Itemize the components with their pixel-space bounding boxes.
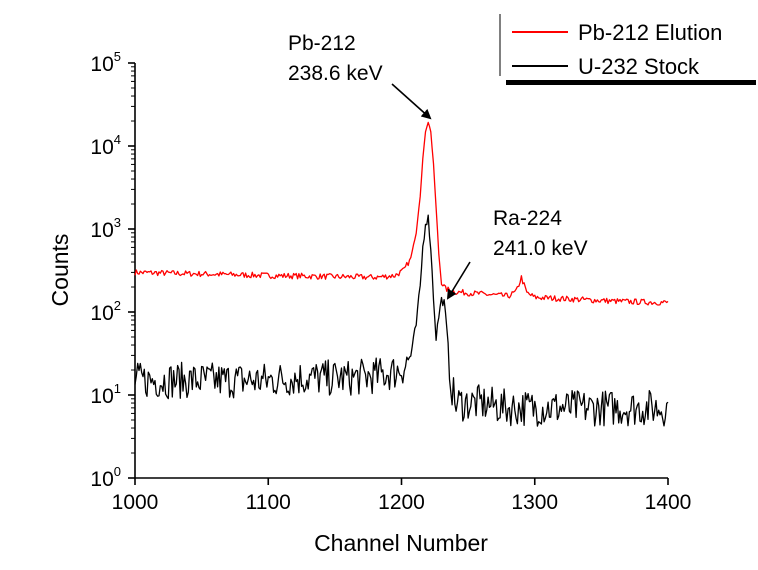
annotation-title: Pb-212 — [288, 32, 356, 55]
y-axis-title: Counts — [47, 234, 73, 307]
y-tick-base: 10 — [90, 219, 113, 242]
y-tick-label: 103 — [90, 215, 121, 242]
y-tick-base: 10 — [90, 385, 113, 408]
series-line-u232 — [134, 214, 669, 427]
x-tick-label: 1000 — [112, 491, 159, 514]
legend-shadow-bottom — [506, 80, 756, 85]
y-tick-base: 10 — [90, 302, 113, 325]
y-tick-label: 100 — [90, 464, 121, 491]
y-tick-exponent: 1 — [114, 381, 121, 396]
annotation-title: Ra-224 — [493, 207, 562, 230]
y-tick-base: 10 — [90, 136, 113, 159]
legend-label-u232: U-232 Stock — [578, 54, 700, 79]
y-tick-exponent: 0 — [114, 464, 121, 479]
y-tick-base: 10 — [90, 468, 113, 491]
y-tick-exponent: 4 — [114, 132, 121, 147]
x-tick-label: 1400 — [645, 491, 692, 514]
x-tick-label: 1300 — [511, 491, 558, 514]
y-tick-label: 105 — [90, 49, 121, 76]
legend-label-pb212: Pb-212 Elution — [578, 20, 722, 45]
y-tick-label: 101 — [90, 381, 121, 408]
x-tick-label: 1100 — [246, 491, 291, 514]
y-tick-exponent: 5 — [114, 49, 121, 64]
annotation-arrow — [391, 83, 432, 120]
annotation-energy: 241.0 keV — [493, 237, 588, 260]
annotation-energy: 238.6 keV — [288, 62, 383, 85]
y-tick-label: 102 — [90, 298, 121, 325]
series-line-pb212 — [134, 121, 669, 306]
y-tick-label: 104 — [90, 132, 121, 159]
annotation-arrow — [446, 261, 471, 300]
y-tick-base: 10 — [90, 53, 113, 76]
y-tick-exponent: 2 — [114, 298, 121, 313]
x-axis-title: Channel Number — [314, 530, 488, 556]
legend: Pb-212 Elution U-232 Stock — [499, 14, 756, 85]
x-tick-label: 1200 — [378, 491, 425, 514]
y-tick-exponent: 3 — [114, 215, 121, 230]
